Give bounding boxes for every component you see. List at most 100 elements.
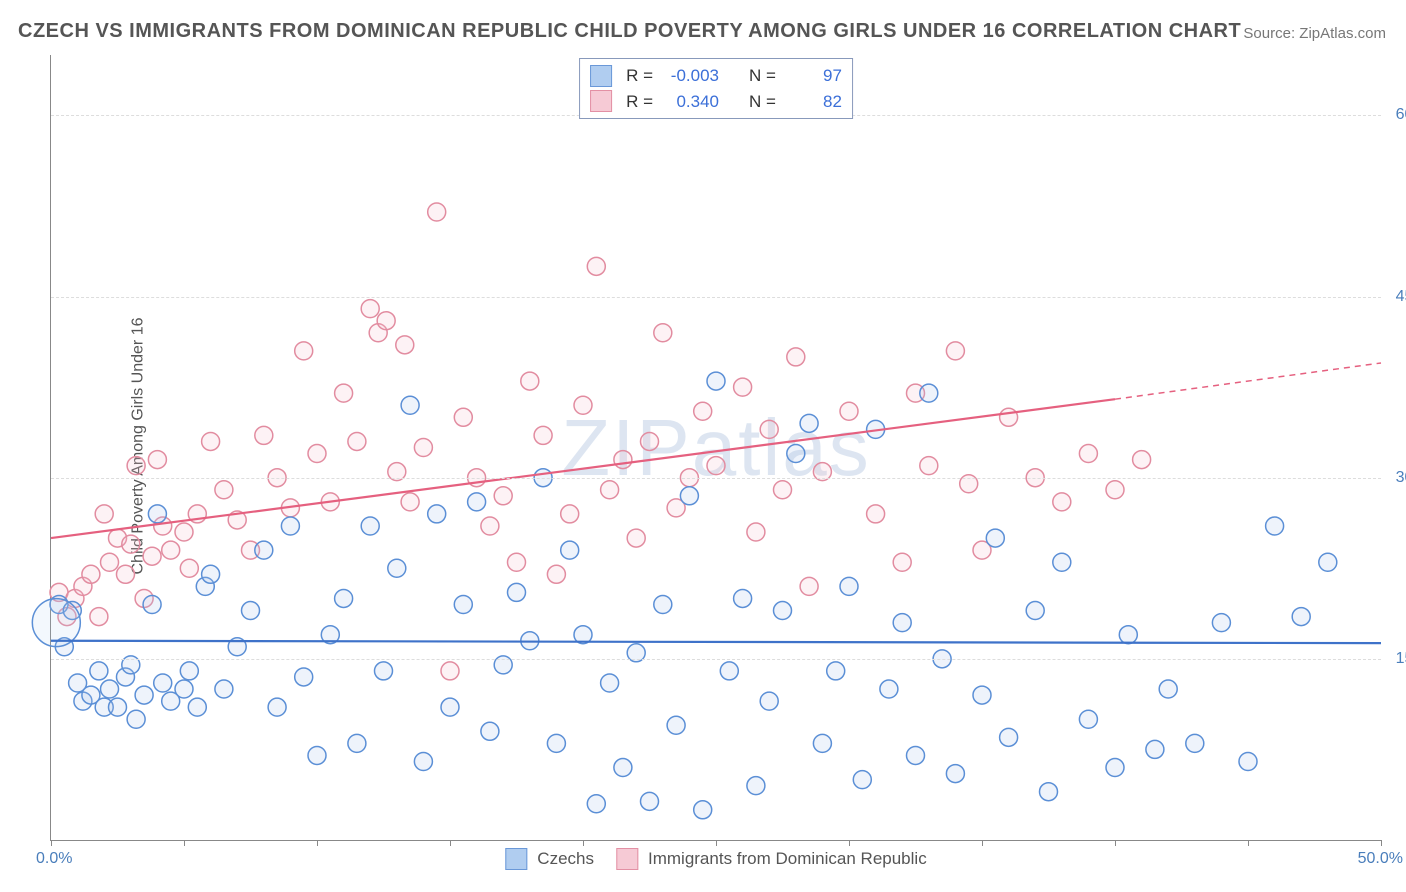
data-point (180, 559, 198, 577)
data-point (82, 565, 100, 583)
data-point (215, 481, 233, 499)
data-point (667, 716, 685, 734)
y-tick-label: 60.0% (1386, 106, 1406, 124)
data-point (641, 792, 659, 810)
data-point (295, 342, 313, 360)
data-point (1119, 626, 1137, 644)
data-point (1106, 481, 1124, 499)
data-point (1040, 783, 1058, 801)
data-point (148, 505, 166, 523)
swatch-dominican-icon (590, 90, 612, 112)
data-point (880, 680, 898, 698)
data-point (893, 614, 911, 632)
data-point (454, 596, 472, 614)
plot-area: ZIPatlas 15.0%30.0%45.0%60.0% 0.0% 50.0%… (50, 55, 1381, 841)
grid-line (51, 659, 1381, 660)
data-point (521, 372, 539, 390)
data-point (920, 457, 938, 475)
data-point (162, 541, 180, 559)
legend-label-czech: Czechs (537, 849, 594, 869)
data-point (255, 541, 273, 559)
data-point (255, 426, 273, 444)
data-point (587, 257, 605, 275)
chart-container: CZECH VS IMMIGRANTS FROM DOMINICAN REPUB… (0, 0, 1406, 892)
swatch-czech-icon (590, 65, 612, 87)
bottom-legend: Czechs Immigrants from Dominican Republi… (505, 848, 926, 870)
grid-line (51, 478, 1381, 479)
data-point (215, 680, 233, 698)
data-point (135, 686, 153, 704)
data-point (143, 547, 161, 565)
data-point (907, 746, 925, 764)
data-point (175, 523, 193, 541)
x-tick (1115, 840, 1116, 846)
data-point (1186, 734, 1204, 752)
data-point (508, 553, 526, 571)
data-point (787, 348, 805, 366)
x-tick (450, 840, 451, 846)
data-point (388, 559, 406, 577)
data-point (95, 505, 113, 523)
grid-line (51, 297, 1381, 298)
data-point (720, 662, 738, 680)
data-point (813, 734, 831, 752)
data-point (734, 589, 752, 607)
data-point (946, 765, 964, 783)
r-label: R = (626, 63, 653, 89)
data-point (574, 396, 592, 414)
trend-line (51, 399, 1115, 538)
data-point (747, 523, 765, 541)
data-point (601, 674, 619, 692)
data-point (441, 662, 459, 680)
data-point (1292, 608, 1310, 626)
data-point (377, 312, 395, 330)
chart-svg (51, 55, 1381, 840)
data-point (1026, 602, 1044, 620)
data-point (396, 336, 414, 354)
n-label-2: N = (749, 89, 776, 115)
data-point (308, 746, 326, 764)
dominican-r-value: 0.340 (663, 89, 719, 115)
source-value: ZipAtlas.com (1299, 25, 1386, 42)
legend-label-dominican: Immigrants from Dominican Republic (648, 849, 927, 869)
data-point (428, 505, 446, 523)
data-point (508, 583, 526, 601)
data-point (148, 451, 166, 469)
data-point (188, 698, 206, 716)
data-point (268, 698, 286, 716)
trend-line-extension (1115, 363, 1381, 399)
data-point (1133, 451, 1151, 469)
data-point (680, 487, 698, 505)
data-point (1266, 517, 1284, 535)
legend-swatch-czech-icon (505, 848, 527, 870)
data-point (787, 445, 805, 463)
data-point (694, 402, 712, 420)
data-point (760, 692, 778, 710)
data-point (853, 771, 871, 789)
czech-n-value: 97 (786, 63, 842, 89)
data-point (654, 596, 672, 614)
czech-r-value: -0.003 (663, 63, 719, 89)
data-point (840, 402, 858, 420)
data-point (295, 668, 313, 686)
x-tick-label-min: 0.0% (36, 850, 72, 868)
data-point (143, 596, 161, 614)
y-tick-label: 15.0% (1386, 650, 1406, 668)
data-point (1212, 614, 1230, 632)
data-point (561, 541, 579, 559)
x-tick (51, 840, 52, 846)
data-point (401, 396, 419, 414)
data-point (547, 734, 565, 752)
data-point (154, 674, 172, 692)
data-point (90, 662, 108, 680)
data-point (308, 445, 326, 463)
stats-row-dominican: R = 0.340 N = 82 (590, 89, 842, 115)
data-point (414, 753, 432, 771)
data-point-large (32, 599, 80, 647)
data-point (109, 698, 127, 716)
stats-row-czech: R = -0.003 N = 97 (590, 63, 842, 89)
data-point (760, 420, 778, 438)
data-point (774, 481, 792, 499)
data-point (122, 535, 140, 553)
x-tick (1381, 840, 1382, 846)
